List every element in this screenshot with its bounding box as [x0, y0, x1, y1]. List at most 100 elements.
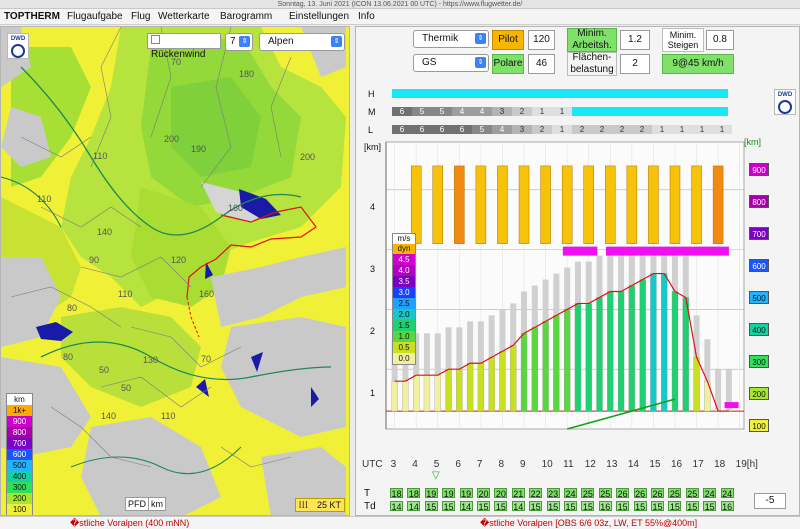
climb-rate-bar: [564, 309, 571, 412]
menu-wetterkarte[interactable]: Wetterkarte: [158, 11, 210, 22]
climb-scale-item: 0.0: [393, 353, 415, 364]
climb-scale-item: 3.0: [393, 287, 415, 298]
polare-button[interactable]: Polare: [492, 54, 524, 74]
x-tick: 8: [498, 459, 505, 470]
cloud-cover-cell: 2: [592, 125, 612, 134]
select-arrow-icon: ⇕: [475, 33, 486, 44]
dwd-spiral-icon: [11, 44, 25, 58]
wind-column-bar: [497, 165, 508, 244]
cloud-cover-cell: 3: [492, 107, 512, 116]
contour-label: 80: [67, 303, 78, 313]
offset-input[interactable]: -5: [754, 493, 786, 509]
temp-cell: 15: [616, 501, 630, 512]
contour-label: 200: [300, 152, 316, 162]
climb-rate-bar: [596, 297, 603, 412]
y-tick: 3: [370, 264, 376, 274]
altitude-legend: km 1k+ 900 800 700 600 500 400 300 200 1…: [6, 393, 33, 515]
min-arbeit-value[interactable]: 1.2: [620, 30, 650, 50]
contour-label: 200: [164, 134, 180, 144]
legend-item: 1k+: [7, 405, 32, 416]
temp-cell: 16: [598, 501, 612, 512]
menu-einstellungen[interactable]: Einstellungen: [289, 11, 350, 22]
tailwind-checkbox[interactable]: Rückenwind: [147, 33, 221, 60]
legend-item: 700: [7, 438, 32, 449]
wind-value-select[interactable]: 7 ⇕: [225, 33, 253, 51]
temp-cell: 19: [442, 488, 456, 499]
climb-rate-bar: [671, 291, 679, 412]
right-scale-unit: [km]: [744, 137, 761, 147]
menu-toptherm[interactable]: TOPTHERM: [4, 11, 60, 22]
climb-rate-bar: [445, 369, 452, 412]
cloud-column-bar: [391, 339, 398, 412]
window-titlebar: Sonntag, 13. Juni 2021 (ICON 13.06.2021 …: [0, 0, 800, 9]
contour-label: 110: [37, 194, 52, 204]
cloud-column-bar: [704, 339, 711, 412]
cloud-column-bar: [434, 333, 441, 412]
model-select[interactable]: Thermik ⇕: [413, 30, 489, 48]
min-steigen-value[interactable]: 0.8: [706, 30, 734, 50]
wind-column-bar: [583, 165, 594, 244]
x-tick: 10: [541, 459, 553, 470]
temp-cell: 15: [424, 501, 438, 512]
pilot-value[interactable]: 120: [528, 30, 555, 50]
right-scale-item: 500: [749, 291, 769, 304]
y-axis-unit: [km]: [364, 142, 381, 152]
x-tick: 9: [520, 459, 526, 470]
contour-label: 190: [191, 144, 207, 154]
climb-rate-bar: [499, 351, 506, 412]
aircraft-select[interactable]: GS ⇕: [413, 54, 489, 72]
climb-rate-bar: [466, 363, 474, 412]
min-arbeit-label: Minim. Arbeitsh.: [567, 28, 617, 52]
cloud-cover-cell: 4: [452, 107, 472, 116]
climb-scale-item: 2.0: [393, 309, 415, 320]
wind-scale: ⌊⌊⌊ 25 KT: [295, 498, 345, 512]
wind-value: 7: [230, 36, 236, 47]
temp-cell: 15: [494, 501, 508, 512]
temp-cell: 26: [651, 488, 664, 499]
weather-map[interactable]: [1, 27, 350, 516]
temp-cell: 25: [598, 488, 612, 499]
status-bar: �stliche Voralpen (400 mNN) �stliche Vor…: [0, 516, 800, 529]
window-title: Sonntag, 13. Juni 2021 (ICON 13.06.2021 …: [277, 1, 523, 8]
x-tick: 19[h]: [735, 459, 758, 470]
cloud-cover-cell: 5: [472, 125, 492, 134]
y-tick: 4: [370, 202, 376, 212]
temp-cell: 18: [390, 488, 403, 499]
cloud-cover-cell: 1: [712, 125, 732, 134]
temp-cell: 15: [581, 501, 595, 512]
contour-label: 80: [63, 352, 74, 362]
wind-barb-icon: ⌊⌊⌊: [299, 500, 309, 509]
menu-info[interactable]: Info: [358, 11, 375, 22]
climb-scale-item: 0.5: [393, 342, 415, 353]
dewpoint-row-label: Td: [364, 501, 376, 512]
menu-barogramm[interactable]: Barogramm: [220, 11, 273, 22]
weather-map-panel[interactable]: 70 180 200 190 110 200 160 110 140 120 9…: [0, 26, 350, 516]
menu-flugaufgabe[interactable]: Flugaufgabe: [67, 11, 123, 22]
temp-cell: 26: [633, 488, 647, 499]
temp-cell: 15: [668, 501, 682, 512]
temp-cell: 26: [616, 488, 630, 499]
contour-label: 70: [171, 57, 182, 67]
pfd-label: PFD: [125, 497, 149, 511]
cloud-column-bar: [715, 369, 722, 412]
temp-cell: 14: [511, 501, 525, 512]
polare-value[interactable]: 46: [528, 54, 555, 74]
climb-scale-item: 4.0: [393, 265, 415, 276]
contour-label: 50: [99, 365, 110, 375]
menu-flug[interactable]: Flug: [131, 11, 151, 22]
checkbox-icon[interactable]: [151, 35, 160, 44]
x-tick: 15: [649, 459, 661, 470]
cloud-column-bar: [423, 333, 430, 412]
sounding-chart[interactable]: [356, 27, 800, 507]
y-tick: 2: [370, 326, 376, 336]
dwd-logo-text: DWD: [10, 36, 26, 42]
climb-rate-bar: [650, 273, 657, 412]
flaechen-value[interactable]: 2: [620, 54, 650, 74]
wind-column-bar: [626, 165, 638, 244]
flaechen-label: Flächen-belastung: [567, 52, 617, 76]
km-button[interactable]: km: [148, 497, 166, 511]
region-select[interactable]: Alpen ⇕: [259, 33, 345, 51]
region-value: Alpen: [268, 36, 294, 47]
select-arrow-icon: ⇕: [331, 36, 342, 47]
